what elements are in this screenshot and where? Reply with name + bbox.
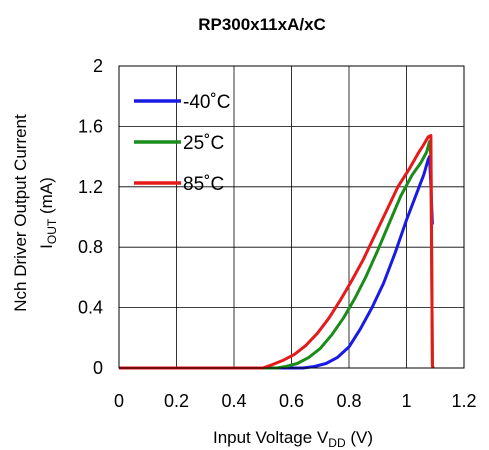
y-tick-label-1: 0.4 <box>78 298 103 318</box>
x-tick-label-1: 0.2 <box>164 391 189 411</box>
x-tick-label-2: 0.4 <box>221 391 246 411</box>
y-tick-label-0: 0 <box>93 358 103 378</box>
series-layer <box>119 134 435 370</box>
y-tick-label-4: 1.6 <box>78 116 103 136</box>
x-tick-label-4: 0.8 <box>336 391 361 411</box>
series-line-1 <box>119 140 435 370</box>
y-tick-label-3: 1.2 <box>78 177 103 197</box>
plot-border <box>118 65 465 369</box>
y-tick-label-2: 0.8 <box>78 237 103 257</box>
y-axis-label-line2-main: I <box>37 244 56 249</box>
x-tick-labels: 0 0.2 0.4 0.6 0.8 1 1.2 <box>114 391 477 411</box>
series-line-2 <box>119 134 435 370</box>
series-line-0 <box>119 155 434 370</box>
y-axis-label-line1: Nch Driver Output Current <box>11 114 30 312</box>
legend-label-0: -40˚C <box>183 92 231 113</box>
x-tick-label-0: 0 <box>114 391 124 411</box>
y-tick-label-5: 2 <box>93 56 103 76</box>
x-tick-label-3: 0.6 <box>279 391 304 411</box>
y-axis-label-line2-sub: OUT <box>45 218 59 244</box>
legend-label-2: 85˚C <box>183 174 224 195</box>
x-axis-label: Input Voltage VDD (V) <box>213 428 373 450</box>
x-axis-label-suffix: (V) <box>346 428 373 447</box>
legend: -40˚C 25˚C 85˚C <box>134 92 231 195</box>
plot-area <box>118 65 465 370</box>
y-axis-label-line2-suffix: (mA) <box>37 177 56 219</box>
legend-label-1: 25˚C <box>183 133 224 154</box>
x-axis-label-main: Input Voltage V <box>213 428 329 447</box>
y-tick-labels: 0 0.4 0.8 1.2 1.6 2 <box>78 56 103 378</box>
chart-title: RP300x11xA/xC <box>198 15 326 34</box>
x-tick-label-5: 1 <box>401 391 411 411</box>
x-axis-label-sub: DD <box>328 436 346 450</box>
x-tick-label-6: 1.2 <box>451 391 476 411</box>
y-axis-label-line2: IOUT (mA) <box>37 177 59 249</box>
